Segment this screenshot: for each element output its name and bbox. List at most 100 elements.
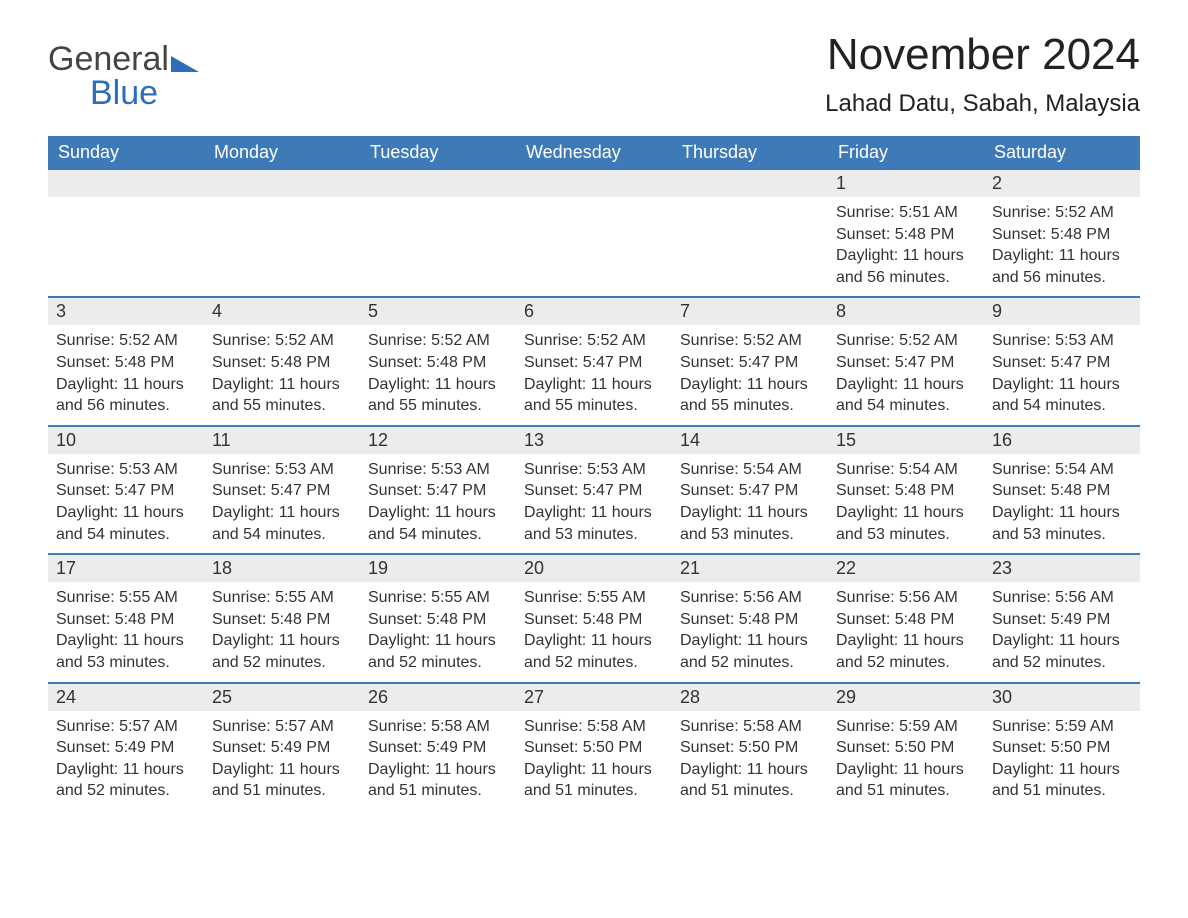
sunset-line: Sunset: 5:47 PM	[56, 480, 196, 502]
sunset-line: Sunset: 5:49 PM	[368, 737, 508, 759]
sunrise-line: Sunrise: 5:56 AM	[992, 587, 1132, 609]
sunrise-line: Sunrise: 5:52 AM	[524, 330, 664, 352]
daylight-line: Daylight: 11 hours and 53 minutes.	[992, 502, 1132, 545]
daylight-line: Daylight: 11 hours and 51 minutes.	[368, 759, 508, 802]
day-header: Wednesday	[516, 136, 672, 170]
sunrise-line: Sunrise: 5:54 AM	[836, 459, 976, 481]
sunset-line: Sunset: 5:48 PM	[212, 609, 352, 631]
day-data: Sunrise: 5:54 AMSunset: 5:48 PMDaylight:…	[984, 454, 1140, 553]
day-data: Sunrise: 5:57 AMSunset: 5:49 PMDaylight:…	[204, 711, 360, 810]
sunrise-line: Sunrise: 5:53 AM	[212, 459, 352, 481]
daylight-line: Daylight: 11 hours and 51 minutes.	[992, 759, 1132, 802]
sunrise-line: Sunrise: 5:52 AM	[836, 330, 976, 352]
sunrise-line: Sunrise: 5:52 AM	[992, 202, 1132, 224]
calendar: SundayMondayTuesdayWednesdayThursdayFrid…	[48, 136, 1140, 810]
day-cell: 29Sunrise: 5:59 AMSunset: 5:50 PMDayligh…	[828, 684, 984, 810]
sunset-line: Sunset: 5:50 PM	[680, 737, 820, 759]
daylight-line: Daylight: 11 hours and 51 minutes.	[680, 759, 820, 802]
sunrise-line: Sunrise: 5:56 AM	[680, 587, 820, 609]
logo-triangle-icon	[171, 46, 199, 80]
day-cell: 7Sunrise: 5:52 AMSunset: 5:47 PMDaylight…	[672, 298, 828, 424]
day-data: Sunrise: 5:51 AMSunset: 5:48 PMDaylight:…	[828, 197, 984, 296]
day-header: Thursday	[672, 136, 828, 170]
sunset-line: Sunset: 5:49 PM	[992, 609, 1132, 631]
day-cell: 3Sunrise: 5:52 AMSunset: 5:48 PMDaylight…	[48, 298, 204, 424]
daylight-line: Daylight: 11 hours and 51 minutes.	[524, 759, 664, 802]
day-number: 9	[984, 298, 1140, 325]
day-cell: 17Sunrise: 5:55 AMSunset: 5:48 PMDayligh…	[48, 555, 204, 681]
week-row: 17Sunrise: 5:55 AMSunset: 5:48 PMDayligh…	[48, 553, 1140, 681]
week-row: 10Sunrise: 5:53 AMSunset: 5:47 PMDayligh…	[48, 425, 1140, 553]
day-number: 22	[828, 555, 984, 582]
sunset-line: Sunset: 5:47 PM	[524, 480, 664, 502]
empty-cell	[672, 170, 828, 296]
sunset-line: Sunset: 5:48 PM	[836, 480, 976, 502]
day-number: 6	[516, 298, 672, 325]
sunrise-line: Sunrise: 5:59 AM	[836, 716, 976, 738]
daylight-line: Daylight: 11 hours and 56 minutes.	[836, 245, 976, 288]
sunrise-line: Sunrise: 5:59 AM	[992, 716, 1132, 738]
daylight-line: Daylight: 11 hours and 51 minutes.	[836, 759, 976, 802]
sunset-line: Sunset: 5:49 PM	[212, 737, 352, 759]
sunset-line: Sunset: 5:48 PM	[836, 224, 976, 246]
day-number: 1	[828, 170, 984, 197]
empty-cell	[360, 170, 516, 296]
daylight-line: Daylight: 11 hours and 54 minutes.	[836, 374, 976, 417]
sunset-line: Sunset: 5:48 PM	[56, 352, 196, 374]
location: Lahad Datu, Sabah, Malaysia	[825, 90, 1140, 118]
day-cell: 28Sunrise: 5:58 AMSunset: 5:50 PMDayligh…	[672, 684, 828, 810]
sunrise-line: Sunrise: 5:58 AM	[680, 716, 820, 738]
day-cell: 30Sunrise: 5:59 AMSunset: 5:50 PMDayligh…	[984, 684, 1140, 810]
day-number: 10	[48, 427, 204, 454]
title-block: November 2024 Lahad Datu, Sabah, Malaysi…	[825, 30, 1140, 118]
empty-cell	[48, 170, 204, 296]
day-cell: 2Sunrise: 5:52 AMSunset: 5:48 PMDaylight…	[984, 170, 1140, 296]
day-cell: 19Sunrise: 5:55 AMSunset: 5:48 PMDayligh…	[360, 555, 516, 681]
day-cell: 24Sunrise: 5:57 AMSunset: 5:49 PMDayligh…	[48, 684, 204, 810]
day-cell: 11Sunrise: 5:53 AMSunset: 5:47 PMDayligh…	[204, 427, 360, 553]
daylight-line: Daylight: 11 hours and 52 minutes.	[992, 630, 1132, 673]
day-data: Sunrise: 5:58 AMSunset: 5:50 PMDaylight:…	[672, 711, 828, 810]
day-data: Sunrise: 5:58 AMSunset: 5:50 PMDaylight:…	[516, 711, 672, 810]
day-number: 8	[828, 298, 984, 325]
day-data: Sunrise: 5:55 AMSunset: 5:48 PMDaylight:…	[48, 582, 204, 681]
daylight-line: Daylight: 11 hours and 53 minutes.	[56, 630, 196, 673]
day-number	[48, 170, 204, 197]
day-number: 23	[984, 555, 1140, 582]
day-number: 16	[984, 427, 1140, 454]
day-number	[516, 170, 672, 197]
day-header: Tuesday	[360, 136, 516, 170]
day-header: Sunday	[48, 136, 204, 170]
day-cell: 10Sunrise: 5:53 AMSunset: 5:47 PMDayligh…	[48, 427, 204, 553]
sunset-line: Sunset: 5:48 PM	[992, 224, 1132, 246]
day-cell: 12Sunrise: 5:53 AMSunset: 5:47 PMDayligh…	[360, 427, 516, 553]
empty-cell	[516, 170, 672, 296]
day-number: 26	[360, 684, 516, 711]
day-data: Sunrise: 5:52 AMSunset: 5:48 PMDaylight:…	[48, 325, 204, 424]
daylight-line: Daylight: 11 hours and 51 minutes.	[212, 759, 352, 802]
day-number: 13	[516, 427, 672, 454]
day-data: Sunrise: 5:54 AMSunset: 5:47 PMDaylight:…	[672, 454, 828, 553]
sunrise-line: Sunrise: 5:52 AM	[212, 330, 352, 352]
day-data: Sunrise: 5:56 AMSunset: 5:49 PMDaylight:…	[984, 582, 1140, 681]
sunrise-line: Sunrise: 5:53 AM	[524, 459, 664, 481]
day-number	[204, 170, 360, 197]
sunset-line: Sunset: 5:48 PM	[992, 480, 1132, 502]
day-number: 18	[204, 555, 360, 582]
sunset-line: Sunset: 5:47 PM	[992, 352, 1132, 374]
sunrise-line: Sunrise: 5:53 AM	[368, 459, 508, 481]
sunset-line: Sunset: 5:47 PM	[212, 480, 352, 502]
month-title: November 2024	[825, 30, 1140, 80]
sunset-line: Sunset: 5:47 PM	[680, 352, 820, 374]
sunset-line: Sunset: 5:47 PM	[680, 480, 820, 502]
sunrise-line: Sunrise: 5:55 AM	[56, 587, 196, 609]
day-cell: 18Sunrise: 5:55 AMSunset: 5:48 PMDayligh…	[204, 555, 360, 681]
day-number: 14	[672, 427, 828, 454]
daylight-line: Daylight: 11 hours and 55 minutes.	[368, 374, 508, 417]
sunset-line: Sunset: 5:49 PM	[56, 737, 196, 759]
sunrise-line: Sunrise: 5:55 AM	[524, 587, 664, 609]
daylight-line: Daylight: 11 hours and 55 minutes.	[680, 374, 820, 417]
daylight-line: Daylight: 11 hours and 54 minutes.	[212, 502, 352, 545]
sunrise-line: Sunrise: 5:54 AM	[680, 459, 820, 481]
sunrise-line: Sunrise: 5:57 AM	[212, 716, 352, 738]
